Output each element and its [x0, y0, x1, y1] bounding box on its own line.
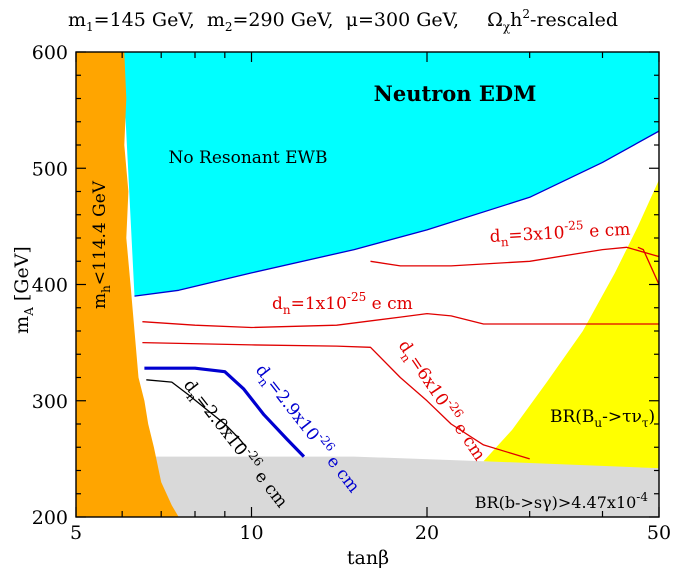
y-tick-label: 600 — [32, 42, 68, 64]
region-btau — [483, 179, 659, 469]
contour-label-dn-1e-25: dn=1x10-25 e cm — [272, 290, 413, 317]
edm-region-label: No Resonant EWB — [169, 148, 328, 168]
x-tick-label: 10 — [239, 522, 263, 544]
contour-dn-6e-26-right — [637, 246, 659, 285]
x-tick-label: 20 — [415, 522, 439, 544]
region-edm — [122, 52, 659, 297]
contour-dn-2.9e-26 — [144, 366, 306, 458]
contour-dn-1e-25 — [142, 312, 659, 329]
y-tick-label: 500 — [32, 158, 68, 180]
contour-dn-6e-26 — [142, 341, 530, 460]
y-tick-label: 400 — [32, 275, 68, 297]
y-tick-label: 300 — [32, 391, 68, 413]
contour-label-dn-3e-25: dn=3x10-25 e cm — [489, 216, 631, 250]
region-title: Neutron EDM — [374, 81, 537, 106]
bsgamma-region-label: BR(b->sγ)>4.47x10-4 — [475, 490, 649, 512]
contour-dn-2.0e-26 — [146, 379, 247, 448]
higgs-bound-label: mh<114.4 GeV — [90, 180, 113, 309]
plot-frame — [75, 51, 660, 518]
btau-region-label: BR(Bu->τντ) — [550, 407, 655, 430]
y-tick-label: 200 — [32, 507, 68, 529]
chart-title: m1=145 GeV, m2=290 GeV, μ=300 GeV, Ωχh2-… — [68, 7, 618, 34]
plot-area: 5 10 20 50 200 300 400 500 600 — [32, 42, 671, 544]
y-axis-label: mA[GeV] — [11, 246, 36, 334]
region-bsgamma — [76, 456, 659, 517]
x-tick-label: 50 — [647, 522, 671, 544]
contour-edm-boundary — [134, 130, 659, 297]
x-tick-label: 5 — [70, 522, 82, 544]
contour-dn-3e-25 — [370, 246, 659, 267]
region-higgs-bound — [76, 52, 179, 517]
x-axis-label: tanβ — [347, 547, 389, 569]
